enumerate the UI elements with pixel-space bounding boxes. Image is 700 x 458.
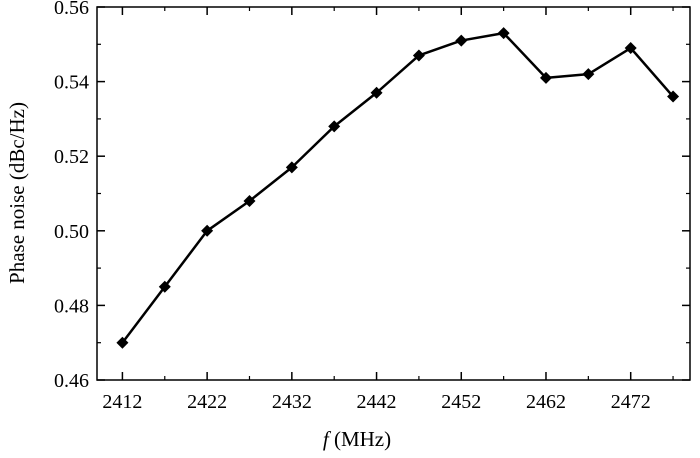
y-tick-label: 0.46 — [54, 370, 89, 392]
data-point-marker — [582, 68, 595, 81]
data-point-marker — [667, 90, 680, 103]
data-point-marker — [624, 42, 637, 55]
x-tick-label: 2412 — [102, 391, 142, 413]
data-point-marker — [455, 34, 468, 47]
plot-area — [96, 6, 691, 381]
data-point-marker — [370, 86, 383, 99]
data-point-marker — [285, 161, 298, 174]
y-tick-label: 0.54 — [54, 72, 89, 94]
data-point-marker — [412, 49, 425, 62]
x-axis-variable: f — [323, 427, 332, 451]
data-point-marker — [539, 71, 552, 84]
x-tick-label: 2432 — [272, 391, 312, 413]
x-tick-label: 2422 — [187, 391, 227, 413]
x-tick-label: 2442 — [357, 391, 397, 413]
series-line — [121, 31, 675, 344]
data-point-marker — [243, 194, 256, 207]
y-tick-label: 0.52 — [54, 146, 89, 168]
y-tick-label: 0.48 — [54, 295, 89, 317]
data-point-marker — [158, 280, 171, 293]
x-axis-label: f (MHz) — [323, 427, 391, 451]
y-axis: 0.46 0.48 0.50 0.52 0.54 0.56 — [54, 0, 690, 392]
plot-border — [96, 6, 691, 381]
x-axis-unit: (MHz) — [329, 427, 391, 451]
y-axis-label: Phase noise (dBc/Hz) — [5, 102, 29, 284]
data-point-marker — [201, 224, 214, 237]
x-tick-label: 2462 — [526, 391, 566, 413]
x-tick-label: 2452 — [441, 391, 481, 413]
y-tick-label: 0.50 — [54, 221, 89, 243]
data-point-marker — [116, 336, 129, 349]
x-tick-label: 2472 — [611, 391, 651, 413]
data-point-marker — [328, 120, 341, 133]
x-axis: 2412 2422 2432 2442 2452 2462 2472 — [102, 7, 674, 413]
data-point-marker — [497, 27, 510, 40]
data-series — [116, 27, 680, 349]
y-tick-label: 0.56 — [54, 0, 89, 19]
